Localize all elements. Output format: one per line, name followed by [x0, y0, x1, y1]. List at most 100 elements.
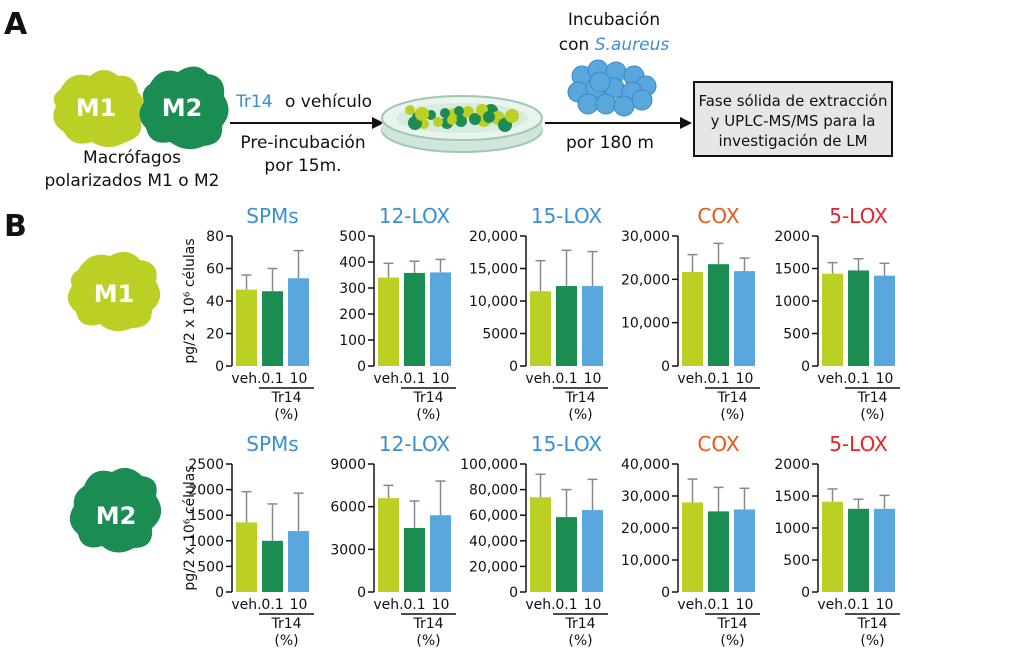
bar-0-1 — [404, 272, 425, 366]
bar-0-1 — [848, 270, 869, 366]
chart-title: 15-LOX — [531, 204, 603, 228]
bar-0-1 — [262, 291, 283, 366]
chart-m1-5-lox: 5-LOX 0 500 1000 1500 2000 veh. 0.1 10 Tr14(%) — [774, 204, 900, 423]
x-tick-label: veh. — [525, 597, 555, 613]
y-tick-label: 40,000 — [621, 457, 670, 473]
chart-m1-cox: COX 0 10,000 20,000 30,000 veh. 0.1 10 Tr14(%) — [621, 204, 760, 423]
bar-veh — [530, 497, 551, 592]
bar-10 — [288, 531, 309, 592]
chart-title: 12-LOX — [379, 432, 451, 456]
y-tick-label: 6000 — [330, 500, 366, 516]
chart-title: COX — [697, 432, 739, 456]
x-tick-label: 0.1 — [403, 371, 425, 387]
x-tick-label: 10 — [290, 371, 308, 387]
tr14-group-unit: (%) — [274, 633, 298, 649]
tr14-group-unit: (%) — [274, 407, 298, 423]
tr14-word: Tr14 — [235, 92, 273, 112]
bar-0-1 — [556, 517, 577, 592]
bacterium — [613, 95, 635, 117]
bacteria-cluster — [567, 59, 657, 117]
y-tick-label: 0 — [801, 359, 810, 375]
x-tick-label: 0.1 — [707, 371, 729, 387]
y-tick-label: 30,000 — [621, 489, 670, 505]
y-tick-label: 0 — [215, 359, 224, 375]
y-tick-label: 9000 — [330, 457, 366, 473]
y-tick-label: 0 — [661, 585, 670, 601]
bar-veh — [236, 522, 257, 592]
chart-title: 5-LOX — [829, 432, 888, 456]
bar-10 — [874, 508, 895, 592]
chart-title: 12-LOX — [379, 204, 451, 228]
y-tick-label: 2000 — [774, 457, 810, 473]
petri-dish — [381, 95, 543, 153]
x-tick-label: veh. — [373, 597, 403, 613]
x-tick-label: 10 — [290, 597, 308, 613]
y-tick-label: 40 — [206, 294, 224, 310]
bacterium — [577, 93, 599, 115]
m2-cell: M2 — [139, 66, 229, 150]
chart-m2-spms: SPMs 0 500 1000 1500 2000 2500 veh. 0.1 10 Tr14(%)… — [182, 432, 314, 649]
bar-10 — [874, 275, 895, 366]
bar-10 — [430, 515, 451, 592]
bar-10 — [734, 271, 755, 366]
tr14-group-label: Tr14 — [412, 390, 443, 406]
bacterium — [595, 93, 617, 115]
y-tick-label: 15,000 — [469, 262, 518, 278]
y-tick-label: 40,000 — [469, 534, 518, 550]
bacterium — [589, 71, 611, 93]
y-tick-label: 0 — [357, 359, 366, 375]
chart-title: 15-LOX — [531, 432, 603, 456]
dish-cell — [469, 113, 481, 125]
y-tick-label: 300 — [339, 281, 366, 297]
box-line1: Fase sólida de extracción — [698, 92, 887, 110]
incubation-line2: con S.aureus — [559, 35, 670, 55]
tr14-group-label: Tr14 — [716, 390, 747, 406]
y-tick-label: 20 — [206, 327, 224, 343]
bar-0-1 — [708, 264, 729, 366]
panel-b-letter: B — [4, 209, 27, 244]
y-tick-label: 1000 — [188, 534, 224, 550]
y-tick-label: 20,000 — [469, 229, 518, 245]
x-tick-label: 0.1 — [847, 371, 869, 387]
bar-veh — [236, 289, 257, 366]
bar-veh — [530, 291, 551, 366]
x-tick-label: veh. — [817, 371, 847, 387]
tr14-group-label: Tr14 — [856, 616, 887, 632]
arrow-2 — [545, 117, 692, 129]
tr14-group-label: Tr14 — [564, 390, 595, 406]
row-m1-cell: M1 — [67, 251, 161, 332]
chart-m2-15-lox: 15-LOX 0 20,000 40,000 60,000 80,000 100,000 ve… — [460, 432, 608, 649]
y-tick-label: 10,000 — [621, 553, 670, 569]
chart-m1-12-lox: 12-LOX 0 100 200 300 400 500 veh. 0.1 10 Tr14(%) — [339, 204, 456, 423]
tr14-group-label: Tr14 — [270, 390, 301, 406]
chart-m1-spms: SPMs 0 20 40 60 80 veh. 0.1 10 Tr14(%) pg/2 x 10⁶ … — [182, 204, 314, 423]
chart-m2-5-lox: 5-LOX 0 500 1000 1500 2000 veh. 0.1 10 Tr14(%) — [774, 432, 900, 649]
m1-cell-label: M1 — [76, 94, 117, 122]
bar-10 — [582, 510, 603, 592]
y-axis-label: pg/2 x 10⁶ células — [182, 465, 198, 590]
bar-0-1 — [708, 511, 729, 592]
box-line3: investigación de LM — [718, 132, 867, 150]
x-tick-label: veh. — [231, 597, 261, 613]
bar-veh — [682, 271, 703, 366]
panel-a-letter: A — [4, 7, 28, 42]
dish-cell — [433, 117, 443, 127]
x-tick-label: 0.1 — [707, 597, 729, 613]
x-tick-label: 10 — [876, 371, 894, 387]
row-m2-label: M2 — [96, 502, 137, 530]
y-tick-label: 3000 — [330, 542, 366, 558]
bar-0-1 — [262, 540, 283, 592]
y-tick-label: 500 — [197, 559, 224, 575]
analysis-box: Fase sólida de extracción y UPLC-MS/MS p… — [693, 81, 893, 157]
incubation-line1: Incubación — [568, 10, 660, 30]
x-tick-label: 10 — [584, 371, 602, 387]
bar-10 — [430, 272, 451, 366]
y-tick-label: 60,000 — [469, 508, 518, 524]
y-tick-label: 0 — [215, 585, 224, 601]
incubation-time: por 180 m — [566, 133, 654, 153]
tr14-group-unit: (%) — [568, 407, 592, 423]
y-tick-label: 200 — [339, 307, 366, 323]
tr14-group-label: Tr14 — [716, 616, 747, 632]
y-tick-label: 0 — [801, 585, 810, 601]
